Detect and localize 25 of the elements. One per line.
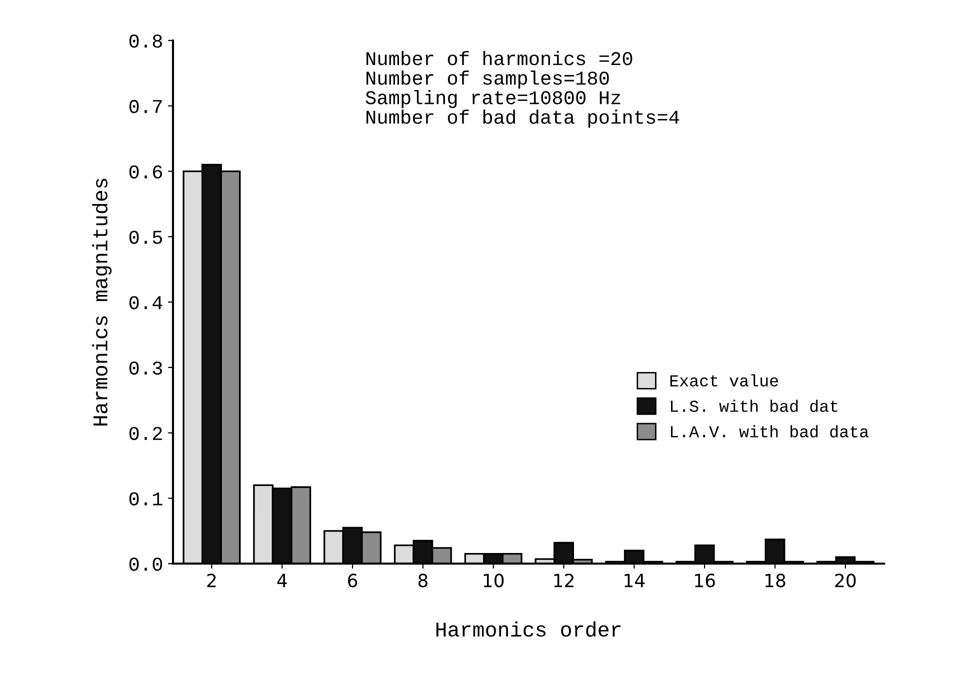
y-tick-label: 0.7 bbox=[129, 100, 162, 114]
y-tick-label: 0.6 bbox=[129, 165, 162, 179]
x-axis-title: Harmonics order bbox=[436, 621, 620, 637]
x-tick-label: 12 bbox=[554, 574, 574, 588]
y-tick-label: 0.2 bbox=[129, 426, 162, 440]
x-tick-label: 14 bbox=[624, 574, 645, 588]
x-tick-label: 6 bbox=[348, 574, 358, 588]
x-tick-label: 4 bbox=[277, 574, 287, 588]
legend-label: Exact value bbox=[670, 374, 778, 386]
y-axis-title: Harmonics magnitudes bbox=[92, 178, 112, 426]
y-tick-label: 0.5 bbox=[129, 230, 162, 244]
x-tick-label: 20 bbox=[835, 574, 856, 588]
y-tick-label: 0.8 bbox=[129, 34, 162, 48]
x-tick-label: 18 bbox=[765, 574, 786, 588]
x-tick-label: 2 bbox=[207, 574, 216, 588]
y-tick-label: 0.1 bbox=[129, 492, 162, 506]
legend-label: L.S. with bad dat bbox=[671, 400, 838, 412]
y-tick-label: 0.0 bbox=[129, 558, 162, 571]
legend-label: L.A.V. with bad data bbox=[671, 425, 869, 438]
y-tick-label: 0.4 bbox=[129, 296, 162, 310]
x-tick-label: 8 bbox=[418, 574, 428, 588]
x-tick-label: 16 bbox=[695, 574, 715, 588]
annotation: Number of harmonics =20 Number of samples=180 Sampling rate=10800 Hz Number of bad data points=4 bbox=[366, 50, 680, 128]
x-tick-label: 10 bbox=[484, 574, 504, 588]
y-tick-label: 0.3 bbox=[129, 361, 162, 375]
